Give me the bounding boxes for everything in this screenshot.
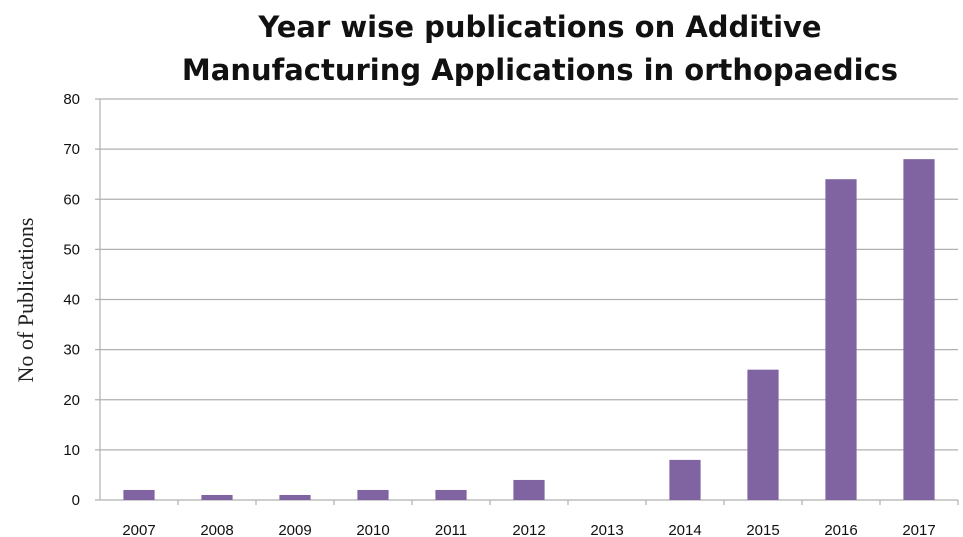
bar-2009: [279, 494, 311, 500]
x-tick-label-2014: 2014: [668, 522, 701, 537]
gridlines: [100, 98, 958, 451]
y-axis-label: No of Publications: [13, 218, 38, 383]
bar-2014: [669, 459, 701, 500]
bar-2007: [123, 489, 155, 500]
y-tick-label-10: 10: [63, 442, 80, 459]
x-tick-label-2017: 2017: [902, 522, 935, 537]
bar-2008: [201, 494, 233, 500]
x-tick-label-2007: 2007: [122, 522, 155, 537]
x-tick-label-2011: 2011: [435, 522, 467, 537]
bars: [123, 159, 935, 500]
x-tick-label-2015: 2015: [746, 522, 779, 537]
y-tick-label-40: 40: [63, 292, 80, 309]
y-axis-ticks: 0 10 20 30 40 50 60 70 80: [63, 91, 80, 509]
bar-2016: [825, 179, 857, 500]
y-tick-label-80: 80: [63, 91, 80, 108]
y-tick-label-60: 60: [63, 191, 80, 208]
y-tick-label-50: 50: [63, 241, 80, 258]
bar-2017: [903, 159, 935, 500]
chart-title: Year wise publications on Additive Manuf…: [182, 10, 898, 87]
y-tick-label-0: 0: [72, 492, 80, 509]
x-axis-ticks: 2007 2008 2009 2010 2011 2012 2013 2014 2015 2016…: [122, 522, 935, 537]
chart-title-line-1: Year wise publications on Additive: [257, 10, 821, 44]
y-tick-label-30: 30: [63, 342, 80, 359]
x-tick-label-2016: 2016: [824, 522, 857, 537]
bar-2015: [747, 369, 779, 500]
y-tick-label-20: 20: [63, 392, 80, 409]
x-tick-label-2013: 2013: [590, 522, 623, 537]
x-tick-label-2008: 2008: [200, 522, 233, 537]
bar-2010: [357, 489, 389, 500]
chart-title-line-2: Manufacturing Applications in orthopaedi…: [182, 53, 898, 87]
x-tick-label-2012: 2012: [512, 522, 545, 537]
bar-2011: [435, 489, 467, 500]
x-tick-label-2010: 2010: [356, 522, 389, 537]
bar-2012: [513, 479, 545, 500]
x-tick-label-2009: 2009: [278, 522, 311, 537]
y-tick-label-70: 70: [63, 141, 80, 158]
